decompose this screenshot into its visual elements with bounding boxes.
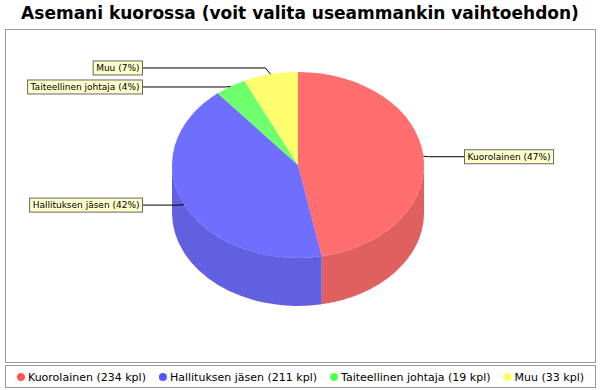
legend-count: 234	[101, 371, 122, 384]
label-box	[30, 198, 143, 212]
label-box	[93, 61, 142, 75]
legend-category: Kuorolainen	[28, 371, 93, 384]
data-label: Hallituksen jäsen (42%)	[30, 198, 184, 212]
legend-text: Kuorolainen (234 kpl)	[28, 371, 146, 384]
legend-text: Taiteellinen johtaja (19 kpl)	[340, 371, 491, 384]
title: Asemani kuorossa (voit valita useammanki…	[21, 3, 579, 23]
legend-entry: Muu (33 kpl)	[504, 371, 584, 384]
pie	[172, 72, 424, 306]
leader-line	[142, 86, 230, 87]
legend-punct: )	[486, 371, 490, 384]
label-punct: )	[547, 152, 551, 162]
data-label: Muu (7%)	[93, 61, 270, 75]
legend-text: Muu (33 kpl)	[515, 371, 584, 384]
slice	[244, 72, 298, 165]
data-label: Taiteellinen johtaja (4%)	[28, 80, 231, 94]
background	[0, 0, 600, 390]
plot-frame	[6, 30, 596, 363]
slice	[298, 72, 424, 256]
label-punct: )	[136, 82, 140, 92]
label-text: Hallituksen jäsen (42%)	[33, 200, 140, 210]
leader-line	[142, 68, 271, 74]
legend-punct: )	[142, 371, 146, 384]
label-punct: )	[136, 200, 140, 210]
label-value: 7%	[122, 63, 137, 73]
legend-punct: )	[313, 371, 317, 384]
legend-count: 19	[452, 371, 466, 384]
legend-swatch	[17, 373, 25, 381]
label-value: 47%	[527, 152, 547, 162]
chart: Asemani kuorossa (voit valita useammanki…	[0, 0, 600, 390]
legend-unit: kpl	[296, 371, 312, 384]
legend-text: Hallituksen jäsen (211 kpl)	[170, 371, 317, 384]
label-punct: )	[136, 63, 140, 73]
legend-count: 33	[546, 371, 560, 384]
legend-swatch	[504, 373, 512, 381]
label-value: 42%	[116, 200, 136, 210]
legend-punct: )	[580, 371, 584, 384]
label-value: 4%	[122, 82, 137, 92]
legend-punct: (	[93, 371, 101, 384]
label-category: Hallituksen jäsen	[33, 200, 110, 210]
label-category: Muu	[96, 63, 115, 73]
legend-entry: Kuorolainen (234 kpl)	[17, 371, 146, 384]
pie-tops	[172, 72, 424, 258]
legend-punct: (	[445, 371, 453, 384]
data-labels: Kuorolainen (47%) Hallituksen jäsen (42%)…	[28, 61, 554, 212]
legend-count: 211	[272, 371, 293, 384]
legend-entry: Hallituksen jäsen (211 kpl)	[159, 371, 317, 384]
leader-line	[142, 204, 184, 205]
leader-line	[423, 156, 464, 157]
legend-unit: kpl	[125, 371, 141, 384]
label-text: Muu (7%)	[96, 63, 139, 73]
legend-frame	[6, 366, 596, 388]
legend-swatch	[159, 373, 167, 381]
label-text: Taiteellinen johtaja (4%)	[30, 82, 140, 92]
label-text: Kuorolainen (47%)	[468, 152, 551, 162]
legend-entry: Taiteellinen johtaja (19 kpl)	[330, 371, 491, 384]
legend-unit: kpl	[563, 371, 579, 384]
label-box	[28, 80, 143, 94]
legend-unit: kpl	[470, 371, 486, 384]
legend: Kuorolainen (234 kpl)Hallituksen jäsen (…	[17, 371, 584, 384]
legend-category: Taiteellinen johtaja	[340, 371, 445, 384]
legend-punct: (	[264, 371, 272, 384]
legend-category: Hallituksen jäsen	[170, 371, 264, 384]
legend-punct: (	[538, 371, 546, 384]
label-box	[465, 150, 554, 164]
legend-swatch	[330, 373, 338, 381]
label-category: Kuorolainen	[468, 152, 521, 162]
legend-category: Muu	[515, 371, 538, 384]
label-category: Taiteellinen johtaja	[30, 82, 116, 92]
data-label: Kuorolainen (47%)	[423, 150, 553, 164]
